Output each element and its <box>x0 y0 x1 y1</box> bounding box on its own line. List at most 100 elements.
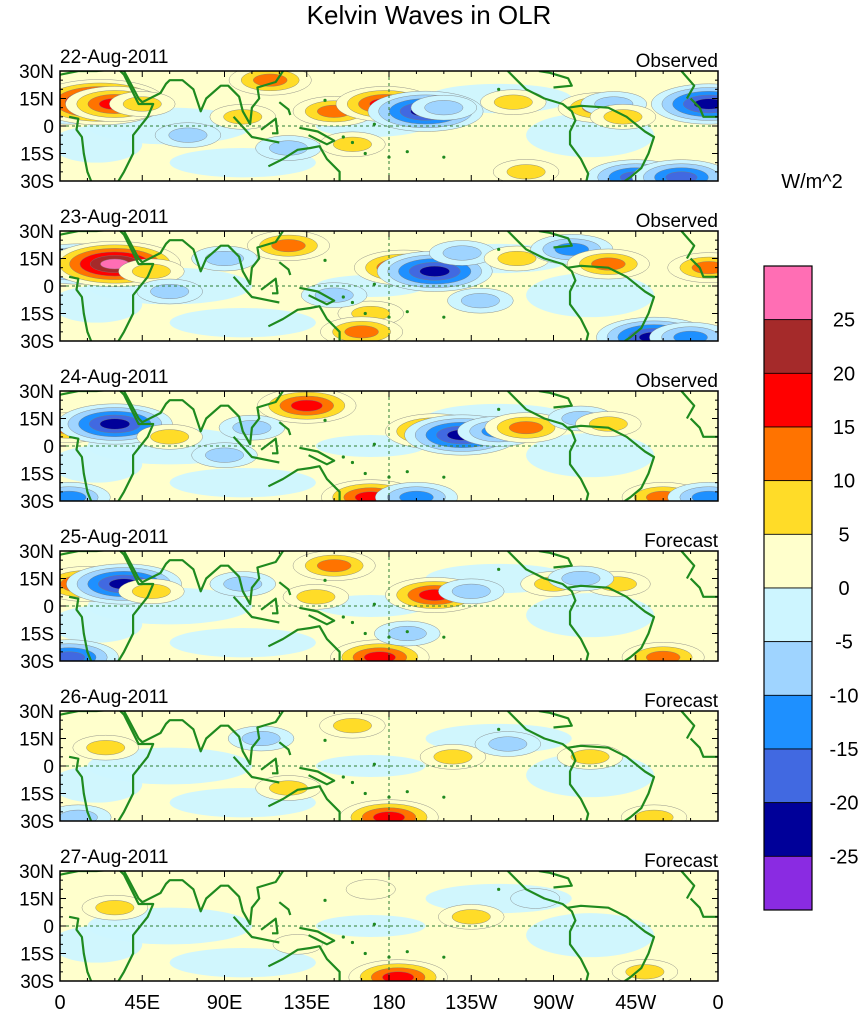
coastline-13 <box>680 71 696 100</box>
coastline-8 <box>298 862 316 869</box>
coastline-9 <box>507 551 590 661</box>
negative-wash <box>60 766 143 803</box>
island-7 <box>341 295 345 299</box>
coastline-7 <box>278 901 292 916</box>
negative-wash <box>169 468 316 498</box>
coastline-1 <box>68 435 93 501</box>
island-6 <box>363 471 367 476</box>
coastline-10 <box>567 744 656 821</box>
anomaly-0-band-1 <box>86 740 126 756</box>
y-tick-label: 0 <box>43 597 54 618</box>
island-2 <box>405 630 409 634</box>
coastline-6 <box>267 305 341 341</box>
negative-wash <box>60 446 143 483</box>
coastline-3 <box>232 916 280 944</box>
anomaly-15-band-2 <box>673 330 708 341</box>
anomaly-10-band-3 <box>363 651 396 661</box>
colorbar-label: -15 <box>830 739 859 761</box>
y-tick-label: 15S <box>20 785 54 806</box>
island-3 <box>442 635 446 639</box>
anomaly-8-band-1 <box>424 100 464 116</box>
x-tick-label: 0 <box>712 992 723 1014</box>
negative-wash <box>60 606 143 643</box>
island-8 <box>372 922 376 926</box>
anomaly-13-band-1 <box>387 626 427 641</box>
coastline-8 <box>298 222 316 229</box>
colorbar-label: -25 <box>830 846 859 868</box>
coastline-0 <box>60 711 155 821</box>
panel-date: 25-Aug-2011 <box>60 527 168 548</box>
anomaly-11-band-2 <box>691 261 718 275</box>
island-5 <box>350 620 355 625</box>
negative-wash <box>526 753 655 798</box>
coastline-1 <box>68 275 93 341</box>
x-tick-label: 90W <box>533 992 574 1014</box>
island-2 <box>405 950 409 954</box>
anomaly-16-band-1 <box>205 447 244 463</box>
coastline-11 <box>538 871 573 889</box>
colorbar-swatch-10 <box>763 802 813 857</box>
panels-group: 30N 15N 0 15S 30S 22-Aug-2011 Observed 30N 15N 0 1… <box>19 47 719 993</box>
coastline-0 <box>60 71 155 181</box>
panel-date: 26-Aug-2011 <box>60 687 168 708</box>
coastline-9 <box>507 71 590 181</box>
panel-date: 24-Aug-2011 <box>60 367 168 388</box>
negative-wash <box>60 126 143 163</box>
island-4 <box>497 87 501 91</box>
colorbar-label: 15 <box>833 417 855 439</box>
coastline-0 <box>60 871 155 981</box>
coastline-6 <box>267 625 341 661</box>
panel-date: 27-Aug-2011 <box>60 847 168 868</box>
coastline-3 <box>232 436 280 464</box>
colorbar-label: -10 <box>830 685 859 707</box>
y-tick-label: 30S <box>20 972 54 993</box>
x-tick-label: 0 <box>54 992 65 1014</box>
y-tick-label: 15S <box>20 305 54 326</box>
coastline-10 <box>567 264 656 341</box>
island-7 <box>341 935 345 939</box>
coastline-3 <box>232 596 280 624</box>
coastline-7 <box>278 421 292 436</box>
coastline-8 <box>298 542 316 549</box>
coastline-2 <box>123 711 284 766</box>
y-tick-label: 30S <box>20 172 54 193</box>
anomaly-16-band-1 <box>150 284 190 299</box>
coastline-6 <box>267 145 341 181</box>
island-9 <box>323 898 327 902</box>
anomaly-0-band-1 <box>95 900 135 916</box>
island-4 <box>497 567 501 571</box>
coastline-9 <box>507 391 590 501</box>
colorbar-swatch-2 <box>763 372 813 428</box>
coastline-0 <box>60 391 155 501</box>
coastlines <box>60 391 718 501</box>
coastline-1 <box>68 595 93 661</box>
coastline-2 <box>123 71 284 126</box>
coastline-11 <box>538 391 573 409</box>
island-4 <box>497 727 501 731</box>
coastline-9 <box>507 871 590 981</box>
anomaly-8-band-2 <box>508 421 544 435</box>
coastline-11 <box>538 231 573 249</box>
island-6 <box>363 631 367 636</box>
negative-wash <box>169 308 316 338</box>
island-8 <box>372 762 376 766</box>
anomaly-14-band-1 <box>333 136 372 152</box>
coastline-11 <box>538 551 573 569</box>
panel-kind: Observed <box>636 211 718 232</box>
coastline-6 <box>267 785 341 821</box>
y-tick-label: 15N <box>19 250 54 271</box>
colorbar-swatch-11 <box>763 855 813 911</box>
island-0 <box>375 358 378 361</box>
panel-6: 30N 15N 0 15S 30S 27-Aug-2011 Forecast <box>19 847 719 993</box>
island-3 <box>442 315 446 319</box>
colorbar-label: 5 <box>838 524 849 546</box>
anomaly-18-band-1 <box>168 127 208 143</box>
anomaly-15-band-2 <box>60 490 87 501</box>
coastline-7 <box>278 581 292 596</box>
negative-wash <box>169 628 316 658</box>
anomaly-19-band-1 <box>269 140 308 156</box>
colorbar-swatch-4 <box>763 480 813 535</box>
anomaly-17-band-3 <box>665 171 698 181</box>
olr-field <box>60 551 705 661</box>
